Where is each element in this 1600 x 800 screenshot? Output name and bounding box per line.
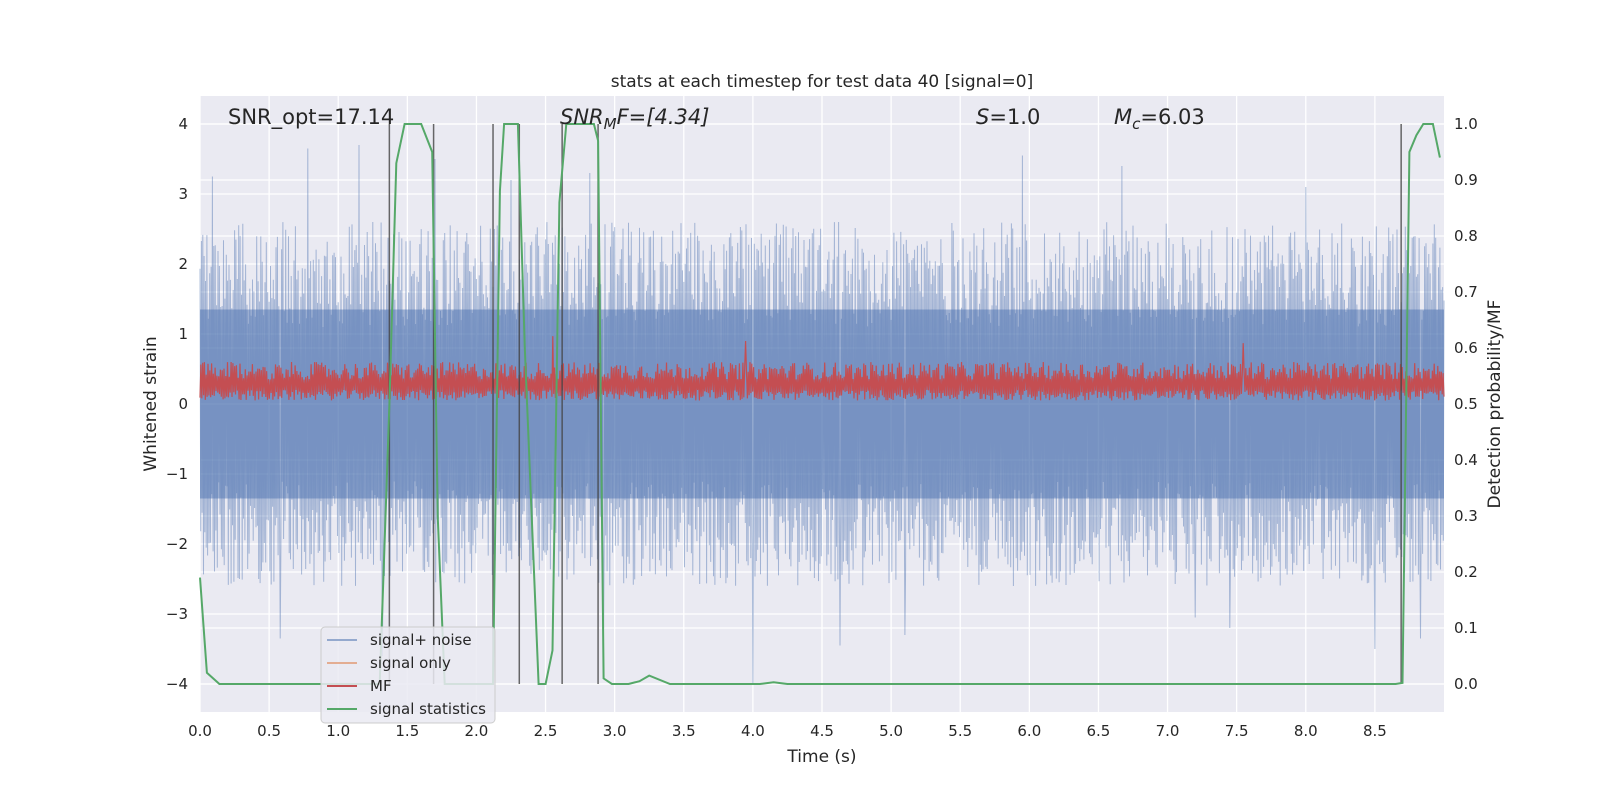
x-tick-label: 2.0 [465, 722, 489, 740]
annotation-snr-mf-symbol: SNR [560, 105, 604, 129]
legend-label-signal-statistics: signal statistics [370, 700, 486, 718]
y-tick-label: 4 [178, 115, 188, 133]
y-tick-label-right: 0.3 [1454, 507, 1478, 525]
y-tick-label-right: 0.1 [1454, 619, 1478, 637]
annotation-s-value: =1.0 [989, 105, 1040, 129]
y-tick-label-right: 1.0 [1454, 115, 1478, 133]
x-tick-label: 7.5 [1225, 722, 1249, 740]
x-tick-label: 1.0 [326, 722, 350, 740]
annotation-snr-mf-subscript: M [604, 115, 617, 133]
y-axis-label-right: Detection probability/MF [1485, 300, 1505, 509]
y-tick-label: −1 [166, 465, 188, 483]
y-ticks-left: 4 3 2 1 0 −1 −2 −3 −4 [166, 115, 188, 693]
y-tick-label-right: 0.2 [1454, 563, 1478, 581]
annotation-mc-symbol: M [1114, 105, 1132, 129]
x-tick-label: 3.0 [603, 722, 627, 740]
signal-statistics-line [199, 123, 1441, 685]
y-axis-label: Whitened strain [141, 336, 161, 471]
legend: signal+ noise signal only MF signal stat… [320, 626, 496, 724]
annotation-s-symbol: S [976, 105, 989, 129]
y-tick-label-right: 0.5 [1454, 395, 1478, 413]
x-axis-label: Time (s) [786, 747, 856, 767]
signal-noise-core [200, 309, 1444, 499]
y-tick-label: −4 [166, 675, 188, 693]
mf-series [199, 336, 1445, 401]
legend-label-signal-only: signal only [370, 654, 451, 672]
y-tick-label: 3 [178, 185, 188, 203]
y-tick-label-right: 0.7 [1454, 283, 1478, 301]
annotation-mc-subscript: c [1132, 115, 1141, 133]
y-tick-label: 0 [178, 395, 188, 413]
y-tick-label-right: 0.6 [1454, 339, 1478, 357]
x-ticks: 0.0 0.5 1.0 1.5 2.0 2.5 3.0 3.5 4.0 4.5 5.0 5.5 6.0 6… [188, 722, 1387, 740]
y-tick-label-right: 0.8 [1454, 227, 1478, 245]
y-tick-label: −2 [166, 535, 188, 553]
x-tick-label: 8.5 [1363, 722, 1387, 740]
x-tick-label: 5.0 [879, 722, 903, 740]
mf-line [199, 336, 1445, 401]
annotation-snr-opt: SNR_opt=17.14 [228, 105, 394, 130]
y-tick-label: 1 [178, 325, 188, 343]
y-tick-label: 2 [178, 255, 188, 273]
x-tick-label: 4.5 [810, 722, 834, 740]
x-tick-label: 6.0 [1017, 722, 1041, 740]
x-tick-label: 1.5 [395, 722, 419, 740]
x-tick-label: 8.0 [1294, 722, 1318, 740]
y-tick-label-right: 0.4 [1454, 451, 1478, 469]
y-tick-label-right: 0.0 [1454, 675, 1478, 693]
annotation-snr-mf-rest: F=[4.34] [617, 105, 710, 129]
x-tick-label: 7.0 [1156, 722, 1180, 740]
x-tick-label: 0.0 [188, 722, 212, 740]
annotation-s: S=1.0 [976, 105, 1040, 129]
x-tick-label: 5.5 [948, 722, 972, 740]
x-tick-label: 6.5 [1087, 722, 1111, 740]
legend-box [320, 626, 496, 724]
x-tick-label: 2.5 [534, 722, 558, 740]
annotation-mc-value: =6.03 [1140, 105, 1204, 129]
x-tick-label: 3.5 [672, 722, 696, 740]
annotation-snr-mf: SNRMF=[4.34] [560, 105, 709, 133]
x-tick-label: 0.5 [257, 722, 281, 740]
noise-band-series [199, 144, 1445, 685]
y-ticks-right: 1.0 0.9 0.8 0.7 0.6 0.5 0.4 0.3 0.2 0.1 0.0 [1454, 115, 1478, 693]
y-tick-label-right: 0.9 [1454, 171, 1478, 189]
x-tick-label: 4.0 [741, 722, 765, 740]
signal-statistics-series [199, 123, 1441, 685]
legend-label-signal-noise: signal+ noise [370, 631, 472, 649]
y-tick-label: −3 [166, 605, 188, 623]
legend-label-mf: MF [370, 677, 392, 695]
annotation-mc: Mc=6.03 [1114, 105, 1205, 133]
chart-title: stats at each timestep for test data 40 … [611, 72, 1034, 92]
